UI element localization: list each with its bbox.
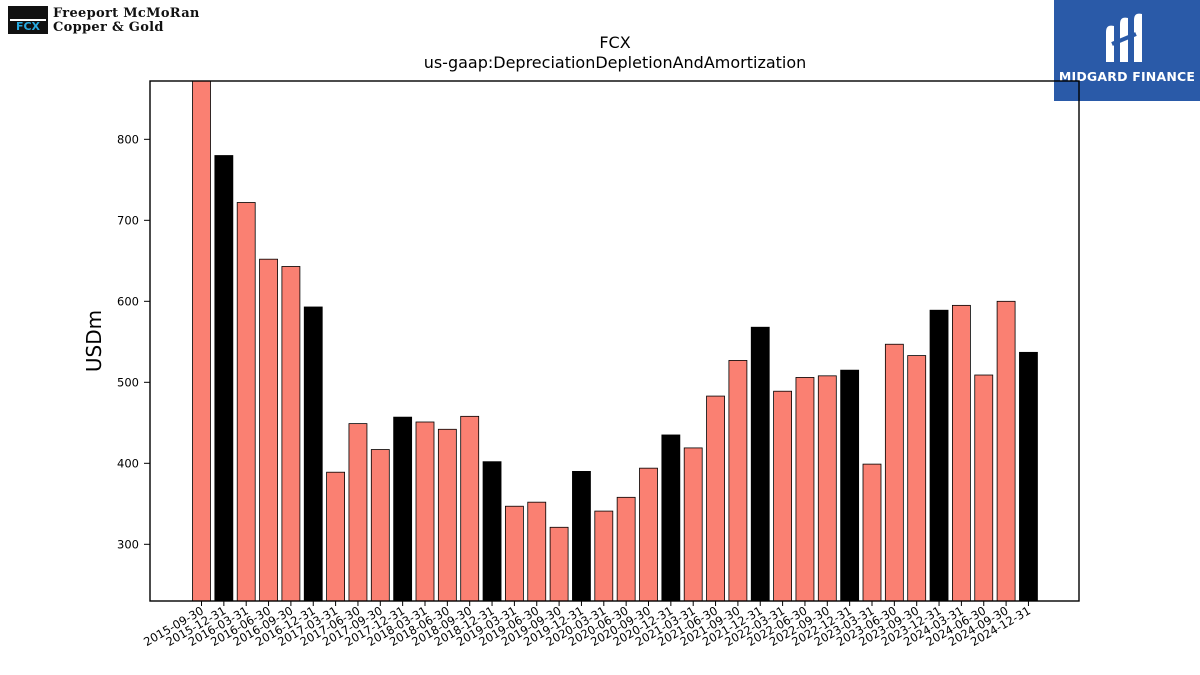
bar-2020-09-30 — [639, 467, 658, 602]
plot-frame — [149, 80, 1080, 602]
midgard-finance-logo: MIDGARD FINANCE — [1054, 0, 1200, 101]
midgard-finance-wordmark: MIDGARD FINANCE — [1058, 69, 1196, 84]
bar-2017-12-31 — [393, 416, 413, 602]
bar-2018-03-31 — [415, 421, 435, 602]
bar-2015-12-31 — [214, 155, 234, 602]
bar-2019-06-30 — [527, 501, 547, 602]
bar-2019-03-31 — [504, 505, 524, 602]
x-axis: 2015-09-302015-12-312016-03-312016-06-30… — [141, 601, 1033, 649]
y-tick-label: 300 — [117, 537, 139, 551]
y-tick-label: 700 — [117, 213, 139, 227]
bar-2022-12-31 — [840, 369, 860, 602]
bar-2020-03-31 — [594, 510, 614, 602]
bar-2020-06-30 — [616, 496, 636, 602]
bar-2019-12-31 — [572, 470, 591, 602]
bar-2021-09-30 — [728, 360, 748, 602]
bar-2024-12-31 — [1019, 351, 1038, 602]
y-tick-label: 400 — [117, 456, 139, 470]
bar-2021-12-31 — [750, 326, 770, 602]
fcx-logo-icon: FCX — [8, 6, 48, 34]
bar-2016-06-30 — [259, 258, 278, 602]
svg-text:FCX: FCX — [16, 20, 41, 33]
y-tick-label: 800 — [117, 132, 139, 146]
brand-name-line2: Copper & Gold — [53, 20, 164, 35]
bar-2017-03-31 — [326, 471, 346, 602]
bar-2015-09-30 — [192, 80, 211, 602]
bar-2022-06-30 — [795, 377, 815, 602]
bar-2024-06-30 — [974, 374, 994, 602]
bar-2020-12-31 — [661, 434, 681, 602]
y-axis: 300 400 500 600 700 800 — [117, 132, 150, 551]
bar-2023-03-31 — [862, 463, 882, 602]
bar-2018-12-31 — [482, 461, 502, 602]
bar-2024-09-30 — [996, 300, 1016, 602]
bar-2023-06-30 — [884, 343, 904, 602]
bar-2016-12-31 — [303, 306, 323, 602]
bar-2021-06-30 — [706, 395, 725, 602]
bar-2022-03-31 — [773, 390, 792, 602]
bar-series — [192, 80, 1038, 602]
bar-2023-09-30 — [907, 355, 927, 602]
midgard-mark-icon — [1106, 13, 1142, 63]
bar-2017-09-30 — [370, 449, 390, 602]
bar-2017-06-30 — [348, 423, 368, 602]
y-tick-label: 600 — [117, 294, 139, 308]
chart-subtitle: us-gaap:DepreciationDepletionAndAmortiza… — [424, 53, 807, 72]
bar-2021-03-31 — [683, 447, 703, 602]
y-tick-label: 500 — [117, 375, 139, 389]
y-axis-label: USDm — [82, 310, 106, 372]
bar-2022-09-30 — [817, 375, 837, 602]
bar-2016-03-31 — [236, 202, 256, 602]
bar-2018-09-30 — [460, 415, 480, 602]
bar-2019-09-30 — [549, 526, 569, 602]
bar-2016-09-30 — [281, 266, 301, 602]
bar-2024-03-31 — [952, 304, 971, 602]
bar-2018-06-30 — [437, 428, 457, 602]
brand-name-line1: Freeport McMoRan — [53, 6, 200, 21]
bar-2023-12-31 — [929, 309, 949, 602]
chart-title: FCX — [599, 33, 630, 52]
freeport-mcmoran-logo: FCX Freeport McMoRan Copper & Gold — [8, 6, 228, 36]
